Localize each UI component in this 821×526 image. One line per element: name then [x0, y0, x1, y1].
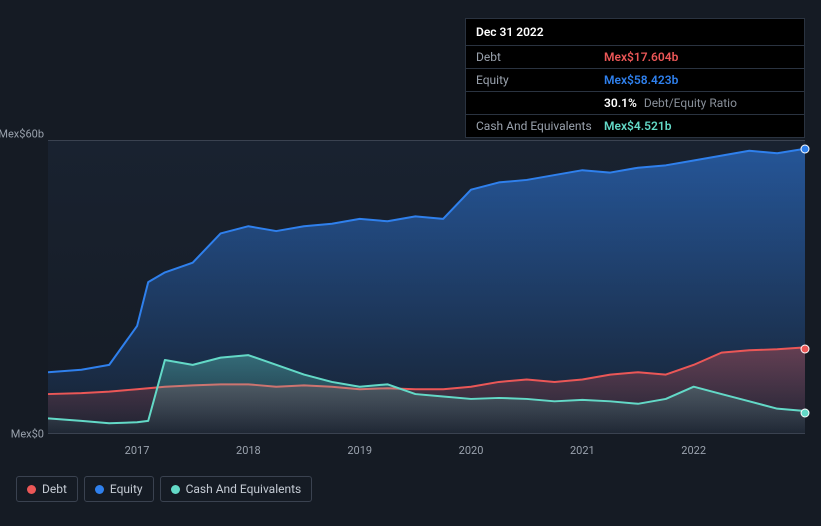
legend-label: Debt — [42, 482, 67, 496]
tooltip-row: Cash And EquivalentsMex$4.521b — [466, 114, 804, 137]
legend: Debt Equity Cash And Equivalents — [16, 476, 312, 502]
series-end-dot — [801, 408, 810, 417]
series-end-dot — [801, 144, 810, 153]
tooltip-value: 30.1% Debt/Equity Ratio — [604, 96, 794, 110]
tooltip-label — [476, 96, 604, 110]
tooltip-label: Cash And Equivalents — [476, 119, 604, 133]
tooltip-value: Mex$4.521b — [604, 119, 794, 133]
tooltip-value: Mex$17.604b — [604, 50, 794, 64]
series-end-dot — [801, 344, 810, 353]
y-axis-label-bottom: Mex$0 — [11, 428, 44, 441]
legend-item[interactable]: Equity — [84, 476, 154, 502]
chart-wrap: Mex$60b Mex$0 201720182019202020212022 D… — [16, 120, 805, 510]
x-axis-label: 2017 — [125, 444, 150, 457]
legend-dot-icon — [171, 485, 180, 494]
y-axis-label-top: Mex$60b — [0, 128, 44, 141]
tooltip-row: 30.1% Debt/Equity Ratio — [466, 91, 804, 114]
legend-dot-icon — [95, 485, 104, 494]
tooltip-value: Mex$58.423b — [604, 73, 794, 87]
x-axis-label: 2021 — [570, 444, 595, 457]
x-axis-label: 2019 — [347, 444, 372, 457]
tooltip-label: Debt — [476, 50, 604, 64]
chart-area[interactable] — [48, 140, 805, 434]
x-axis-label: 2018 — [236, 444, 261, 457]
legend-item[interactable]: Cash And Equivalents — [160, 476, 313, 502]
legend-label: Equity — [110, 482, 143, 496]
tooltip-row: EquityMex$58.423b — [466, 68, 804, 91]
tooltip-row: DebtMex$17.604b — [466, 45, 804, 68]
legend-item[interactable]: Debt — [16, 476, 78, 502]
x-axis-label: 2022 — [681, 444, 706, 457]
x-axis-labels: 2017 2018 2019 2020 2021 2022 — [48, 444, 805, 464]
tooltip-date: Dec 31 2022 — [466, 19, 804, 45]
chart-tooltip: Dec 31 2022 DebtMex$17.604bEquityMex$58.… — [465, 18, 805, 138]
tooltip-label: Equity — [476, 73, 604, 87]
x-axis-label: 2020 — [459, 444, 484, 457]
legend-label: Cash And Equivalents — [186, 482, 302, 496]
chart-svg — [48, 141, 805, 433]
legend-dot-icon — [27, 485, 36, 494]
